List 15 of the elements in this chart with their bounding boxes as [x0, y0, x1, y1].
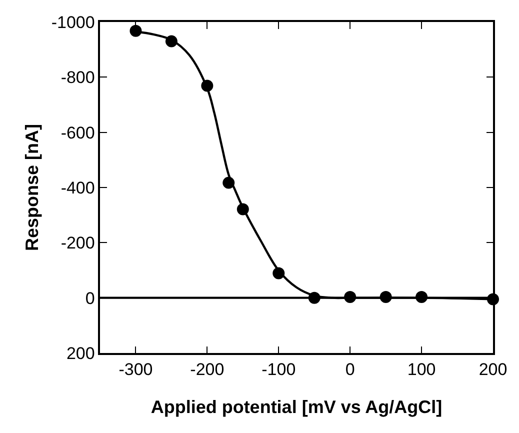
y-tick-label: 0: [85, 288, 95, 308]
x-axis-title: Applied potential [mV vs Ag/AgCl]: [150, 396, 442, 417]
x-tick-label: -200: [190, 360, 224, 380]
y-axis-title: Response [nA]: [22, 124, 42, 252]
y-tick-label: -400: [60, 178, 95, 198]
y-tick-label: -600: [60, 123, 95, 142]
y-tick-label: -1000: [51, 12, 95, 32]
y-tick-label: -200: [60, 234, 95, 253]
y-tick-label: 200: [66, 344, 95, 363]
x-tick-label: -300: [118, 360, 153, 380]
y-tick-label: -800: [60, 68, 95, 88]
x-tick-label: -100: [262, 360, 296, 380]
x-tick-label: 0: [345, 360, 355, 380]
x-tick-label: 200: [478, 360, 508, 380]
x-tick-label: 100: [407, 360, 436, 380]
